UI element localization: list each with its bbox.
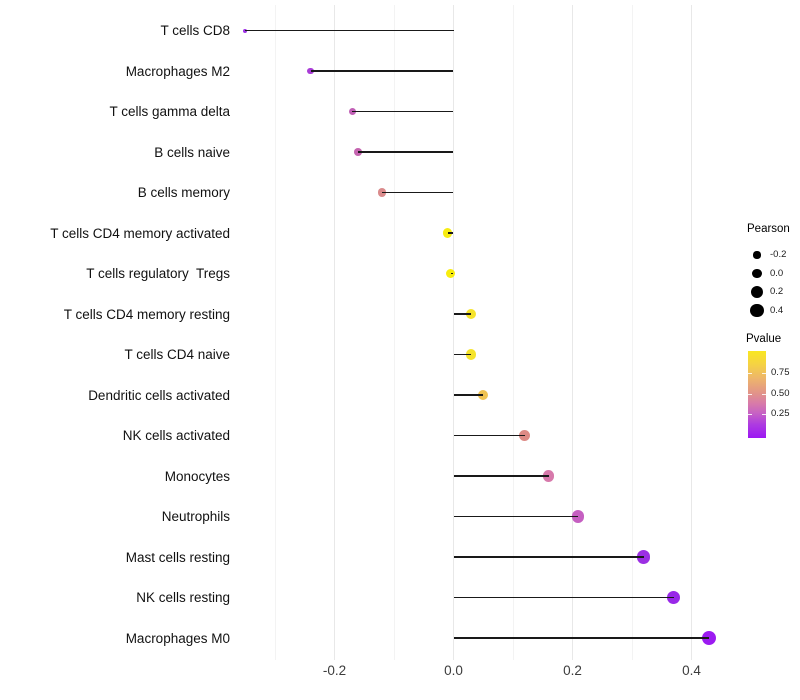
y-axis-label: T cells regulatory Tregs bbox=[86, 266, 230, 281]
gridline-minor bbox=[631, 5, 633, 660]
size-legend-dot bbox=[753, 251, 761, 259]
y-axis-label: Macrophages M2 bbox=[125, 63, 230, 79]
y-axis-label: T cells CD4 naive bbox=[124, 347, 230, 362]
gridline-major bbox=[453, 5, 454, 660]
size-legend-label: 0.2 bbox=[770, 286, 784, 297]
y-axis-label: T cells CD8 bbox=[160, 23, 230, 38]
colorbar-tick-label: 0.25 bbox=[771, 408, 790, 420]
y-axis-label: Macrophages M0 bbox=[125, 630, 230, 646]
x-axis-tick-label: 0.4 bbox=[682, 663, 701, 678]
x-axis-tick-label: 0.0 bbox=[444, 663, 463, 678]
lollipop-dot bbox=[572, 510, 585, 523]
y-axis-label: B cells memory bbox=[137, 185, 230, 200]
gridline-minor bbox=[274, 5, 276, 660]
lollipop-stick bbox=[358, 151, 454, 153]
y-axis-label: B cells naive bbox=[154, 144, 230, 160]
lollipop-stick bbox=[447, 232, 454, 234]
y-axis-label: T cells CD4 memory activated bbox=[50, 225, 230, 241]
lollipop-stick bbox=[453, 556, 644, 558]
pvalue-colorbar bbox=[748, 351, 766, 438]
lollipop-dot bbox=[445, 268, 456, 279]
gridline-major bbox=[334, 5, 335, 660]
lollipop-dot bbox=[307, 67, 314, 75]
lollipop-dot bbox=[377, 188, 387, 197]
size-legend-dot bbox=[750, 303, 764, 318]
lollipop-dot bbox=[542, 470, 555, 482]
lollipop-stick bbox=[450, 272, 454, 275]
lollipop-dot bbox=[702, 631, 717, 645]
size-legend-label: 0.0 bbox=[770, 267, 784, 279]
lollipop-stick bbox=[453, 394, 484, 396]
y-axis-label: NK cells resting bbox=[136, 590, 230, 605]
colorbar-tick-label: 0.75 bbox=[771, 366, 790, 378]
y-axis-label: T cells gamma delta bbox=[109, 104, 230, 119]
color-legend-title: Pvalue bbox=[746, 333, 782, 345]
colorbar-tick bbox=[748, 372, 752, 374]
y-axis-label: Neutrophils bbox=[161, 509, 230, 524]
lollipop-dot bbox=[354, 148, 363, 156]
colorbar-tick bbox=[762, 372, 766, 374]
lollipop-stick bbox=[245, 29, 454, 32]
y-axis-label: Monocytes bbox=[164, 468, 230, 484]
size-legend-title: Pearson bbox=[747, 223, 790, 235]
y-axis-label: NK cells activated bbox=[122, 428, 230, 443]
gridline-minor bbox=[393, 5, 395, 660]
lollipop-stick bbox=[453, 475, 549, 477]
lollipop-stick bbox=[453, 313, 472, 315]
lollipop-stick bbox=[453, 353, 472, 356]
colorbar-tick bbox=[748, 414, 752, 416]
lollipop-stick bbox=[453, 637, 710, 639]
colorbar-tick bbox=[762, 393, 766, 395]
colorbar-tick bbox=[748, 393, 752, 395]
gridline-major bbox=[572, 5, 573, 660]
y-axis-label: T cells CD4 memory resting bbox=[63, 306, 230, 322]
y-axis-label: Mast cells resting bbox=[125, 549, 230, 565]
size-legend-label: 0.4 bbox=[770, 304, 784, 316]
x-axis-tick-label: 0.2 bbox=[563, 663, 582, 678]
size-legend-dot bbox=[751, 286, 763, 298]
colorbar-tick-label: 0.50 bbox=[771, 387, 790, 399]
lollipop-dot bbox=[348, 107, 357, 116]
lollipop-stick bbox=[310, 70, 454, 72]
gridline-minor bbox=[512, 5, 514, 660]
y-axis-label: Dendritic cells activated bbox=[88, 387, 230, 403]
lollipop-stick bbox=[453, 434, 525, 437]
size-legend-dot bbox=[752, 268, 762, 279]
gridline-major bbox=[691, 5, 692, 660]
x-axis-tick-label: -0.2 bbox=[322, 663, 347, 678]
lollipop-stick bbox=[352, 110, 454, 113]
lollipop-stick bbox=[382, 191, 454, 194]
colorbar-tick bbox=[762, 414, 766, 416]
lollipop-stick bbox=[453, 515, 579, 518]
lollipop-stick bbox=[453, 596, 674, 599]
size-legend-label: -0.2 bbox=[770, 249, 787, 260]
